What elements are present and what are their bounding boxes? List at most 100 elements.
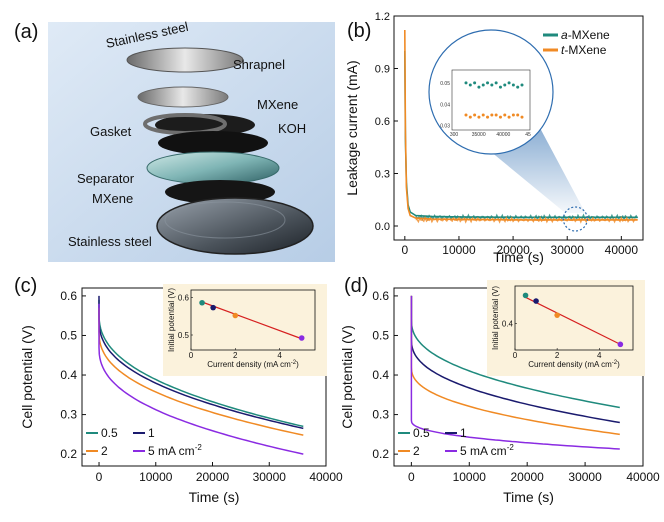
y-axis-title: Cell potential (V) bbox=[339, 325, 355, 429]
label-shrapnel: Shrapnel bbox=[233, 57, 285, 72]
series-line bbox=[410, 295, 620, 450]
x-tick-label: 10000 bbox=[453, 470, 487, 484]
legend-label: a-MXene bbox=[561, 28, 610, 42]
inset-point bbox=[473, 81, 477, 85]
inset-point bbox=[481, 113, 485, 117]
legend-label: 2 bbox=[413, 444, 420, 458]
x-tick-label: 30000 bbox=[568, 470, 602, 484]
separator-disk bbox=[146, 151, 280, 185]
series-line bbox=[98, 295, 304, 430]
inset-y-tick: 0.03 bbox=[440, 124, 450, 130]
panel-c-letter: (c) bbox=[14, 275, 37, 297]
label-mxene-top: MXene bbox=[257, 97, 298, 112]
panel-b-letter: (b) bbox=[347, 20, 371, 42]
legend-text: 2 bbox=[413, 444, 420, 458]
inset-point bbox=[494, 113, 498, 117]
panel-b: (b) 0 10000 20000 30000 40000 0.0 0.3 0.6 0.9 1.2 T… bbox=[344, 11, 644, 265]
legend-italic: t bbox=[561, 43, 565, 57]
stainless-steel-can-bottom bbox=[156, 197, 314, 255]
legend-label: 1 bbox=[460, 426, 467, 440]
legend-label: 1 bbox=[148, 426, 155, 440]
inset-point bbox=[511, 83, 515, 87]
y-axis-title: Cell potential (V) bbox=[19, 325, 35, 429]
panel-c: (c) 0 10000 20000 30000 40000 0.2 0.3 0.4 0.5 0.6 T… bbox=[14, 275, 343, 505]
inset-point bbox=[522, 292, 529, 299]
inset-point bbox=[494, 81, 498, 85]
inset-point bbox=[516, 85, 520, 89]
x-tick-label: 0 bbox=[408, 470, 415, 484]
inset-x-tick-label: 0 bbox=[189, 351, 194, 360]
inset-x-tick: 35000 bbox=[472, 132, 486, 138]
inset-point bbox=[199, 299, 205, 306]
inset-point bbox=[503, 83, 507, 87]
inset-x-tick-label: 4 bbox=[277, 351, 282, 360]
inset-point bbox=[490, 113, 494, 117]
x-tick-label: 0 bbox=[401, 243, 408, 257]
x-tick-label: 40000 bbox=[309, 470, 343, 484]
inset-point bbox=[617, 341, 624, 348]
legend-superscript: -2 bbox=[507, 443, 515, 452]
inset-frame bbox=[514, 285, 634, 351]
inset-point bbox=[511, 113, 515, 117]
y-tick-label: 0.9 bbox=[375, 64, 390, 76]
inset-point bbox=[520, 115, 524, 119]
inset-y-tick-label: 0.5 bbox=[178, 331, 190, 340]
inset-zoom-circle bbox=[428, 29, 554, 155]
inset-y-axis-title: Initial potential (V) bbox=[491, 286, 500, 350]
legend-label: 0.5 bbox=[101, 426, 118, 440]
inset-frame bbox=[451, 69, 531, 131]
y-tick-label: 0.3 bbox=[372, 408, 389, 422]
x-tick-label: 40000 bbox=[605, 243, 639, 257]
x-tick-label: 20000 bbox=[510, 470, 544, 484]
y-axis-title: Leakage current (mA) bbox=[344, 60, 360, 195]
inset-point bbox=[477, 115, 481, 119]
inset-xlabel-close: ) bbox=[296, 360, 299, 369]
series-line bbox=[410, 295, 620, 436]
panel-d-letter: (d) bbox=[344, 275, 368, 297]
inset-y-tick: 0.05 bbox=[440, 81, 450, 87]
x-tick-label: 30000 bbox=[253, 470, 287, 484]
y-tick-label: 0.3 bbox=[60, 408, 77, 422]
legend-label: 5 mA cm-2 bbox=[148, 443, 202, 458]
inset-point bbox=[498, 85, 502, 89]
inset-point bbox=[464, 81, 468, 85]
x-axis-title: Time (s) bbox=[189, 489, 240, 505]
inset-xlabel-close: ) bbox=[617, 360, 620, 369]
legend-italic: a bbox=[561, 28, 568, 42]
inset-xlabel-sup: -2 bbox=[612, 360, 618, 366]
koh-disk bbox=[158, 131, 268, 155]
inset-point bbox=[486, 115, 490, 119]
legend-label: 2 bbox=[101, 444, 108, 458]
inset-y-axis-title: Initial potential (V) bbox=[167, 288, 176, 352]
y-tick-label: 0.2 bbox=[372, 447, 389, 461]
legend-rest: -MXene bbox=[564, 43, 606, 57]
y-tick-label: 0.6 bbox=[375, 116, 390, 128]
x-tick-label: 10000 bbox=[139, 470, 173, 484]
inset-point bbox=[507, 81, 511, 85]
inset-fit-line bbox=[201, 301, 302, 340]
y-tick-label: 0.5 bbox=[372, 328, 389, 342]
inset-fit-line bbox=[525, 296, 621, 345]
inset-y-tick-label: 0.6 bbox=[178, 294, 190, 303]
series-line bbox=[410, 295, 620, 409]
x-tick-label: 10000 bbox=[442, 243, 476, 257]
label-gasket: Gasket bbox=[90, 124, 132, 139]
x-axis-title: Time (s) bbox=[503, 489, 554, 505]
label-mxene-bottom: MXene bbox=[92, 191, 133, 206]
shrapnel-disk bbox=[137, 86, 229, 108]
inset-point bbox=[503, 113, 507, 117]
inset-point bbox=[533, 298, 539, 304]
inset-xlabel-sup: -2 bbox=[291, 360, 297, 366]
y-tick-label: 1.2 bbox=[375, 11, 390, 23]
x-tick-label: 40000 bbox=[626, 470, 660, 484]
inset-x-tick-label: 0 bbox=[513, 351, 518, 360]
inset-point bbox=[468, 83, 472, 87]
legend-label: t-MXene bbox=[561, 43, 607, 57]
y-tick-label: 0.2 bbox=[60, 447, 77, 461]
series-line bbox=[410, 295, 620, 424]
inset-xlabel-text: Current density (mA cm bbox=[207, 360, 291, 369]
inset-point bbox=[232, 312, 239, 319]
inset-x-tick-label: 4 bbox=[597, 351, 602, 360]
panel-a-letter: (a) bbox=[14, 21, 38, 43]
inset-point bbox=[298, 335, 305, 341]
